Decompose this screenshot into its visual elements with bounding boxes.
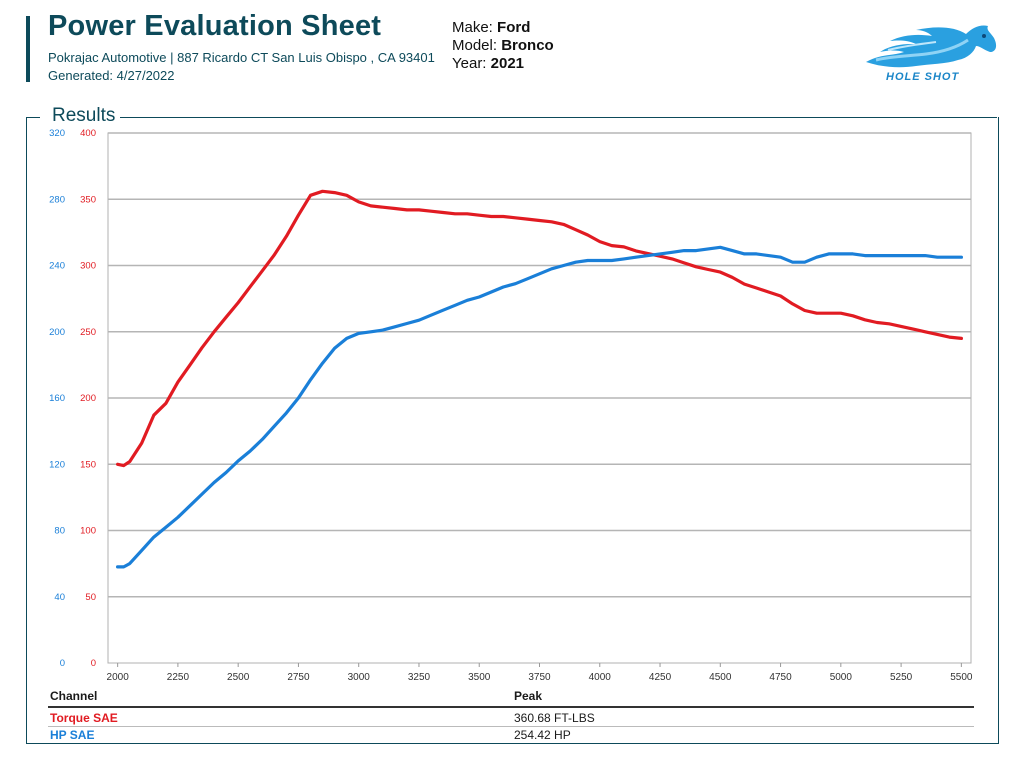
peak-table-header: Channel Peak — [48, 688, 974, 708]
hp-peak-value: 254.42 HP — [514, 728, 571, 742]
y-right-tick-label: 200 — [80, 393, 96, 404]
y-left-tick-label: 320 — [49, 128, 65, 139]
vehicle-model: Model: Bronco — [452, 37, 554, 54]
y-right-tick-label: 100 — [80, 526, 96, 537]
y-left-tick-label: 40 — [54, 592, 65, 603]
peak-column-header: Peak — [514, 689, 543, 703]
logo-text: HOLE SHOT — [886, 71, 960, 83]
channel-column-header: Channel — [50, 689, 98, 703]
x-tick-label: 4750 — [769, 672, 792, 683]
y-right-tick-label: 400 — [80, 128, 96, 139]
y-right-tick-label: 350 — [80, 194, 96, 205]
x-tick-label: 5500 — [950, 672, 973, 683]
y-right-tick-label: 300 — [80, 261, 96, 272]
y-left-tick-label: 200 — [49, 327, 65, 338]
model-value: Bronco — [501, 37, 554, 54]
x-tick-label: 3000 — [348, 672, 371, 683]
page-title: Power Evaluation Sheet — [48, 10, 382, 42]
y-left-tick-label: 240 — [49, 261, 65, 272]
y-left-tick-label: 0 — [60, 658, 65, 669]
hp-channel-name: HP SAE — [50, 728, 95, 742]
y-right-tick-label: 50 — [85, 592, 96, 603]
y-left-tick-label: 160 — [49, 393, 65, 404]
torque-series-line — [116, 189, 963, 468]
torque-channel-name: Torque SAE — [50, 711, 118, 725]
x-tick-label: 3500 — [468, 672, 491, 683]
x-tick-label: 4250 — [649, 672, 672, 683]
generated-date: Generated: 4/27/2022 — [48, 68, 175, 83]
hp-series-line — [116, 245, 963, 569]
results-frame-top-right — [120, 117, 997, 118]
header-accent-bar — [26, 16, 30, 82]
y-right-tick-label: 0 — [91, 658, 96, 669]
results-frame-top-left — [26, 117, 40, 118]
vehicle-make: Make: Ford — [452, 19, 530, 36]
vehicle-year: Year: 2021 — [452, 55, 524, 72]
x-tick-label: 4500 — [709, 672, 732, 683]
hole-shot-horse-logo — [866, 25, 997, 68]
y-right-tick-label: 150 — [80, 459, 96, 470]
shop-address: Pokrajac Automotive | 887 Ricardo CT San… — [48, 50, 435, 65]
x-tick-label: 2000 — [107, 672, 130, 683]
y-left-tick-label: 120 — [49, 459, 65, 470]
results-frame — [26, 117, 999, 744]
x-tick-label: 5000 — [830, 672, 853, 683]
y-right-tick-label: 250 — [80, 327, 96, 338]
x-tick-label: 3750 — [528, 672, 551, 683]
results-heading: Results — [48, 105, 120, 127]
year-label: Year: — [452, 55, 487, 72]
x-tick-label: 2250 — [167, 672, 190, 683]
table-row: HP SAE 254.42 HP — [48, 727, 974, 743]
torque-peak-value: 360.68 FT-LBS — [514, 711, 595, 725]
model-label: Model: — [452, 37, 498, 54]
x-tick-label: 2500 — [227, 672, 250, 683]
y-left-tick-label: 280 — [49, 194, 65, 205]
x-tick-label: 3250 — [408, 672, 431, 683]
y-left-tick-label: 80 — [54, 526, 65, 537]
year-value: 2021 — [490, 55, 525, 72]
make-value: Ford — [497, 19, 531, 36]
x-tick-label: 4000 — [589, 672, 612, 683]
x-tick-label: 2750 — [287, 672, 310, 683]
make-label: Make: — [452, 19, 493, 36]
table-row: Torque SAE 360.68 FT-LBS — [48, 710, 974, 727]
x-tick-label: 5250 — [890, 672, 913, 683]
